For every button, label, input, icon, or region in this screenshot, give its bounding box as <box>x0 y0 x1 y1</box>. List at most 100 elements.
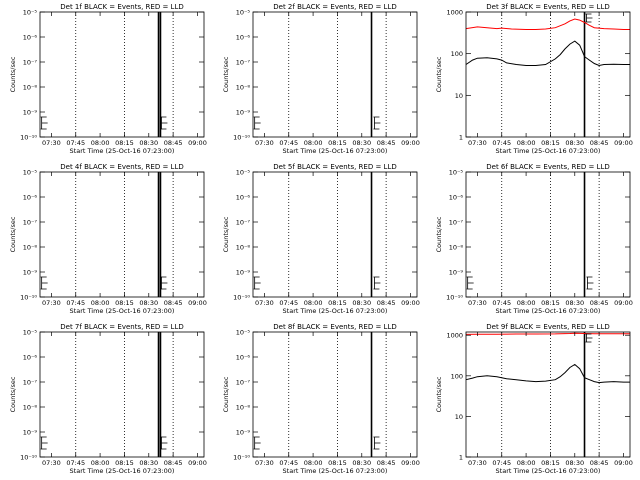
x-tick-label: 09:00 <box>401 459 420 467</box>
y-tick-label: 10 <box>455 413 463 421</box>
x-tick-label: 08:15 <box>328 459 347 467</box>
x-tick-label: 07:30 <box>42 459 61 467</box>
x-tick-label: 08:15 <box>328 299 347 307</box>
panel-svg: Det 4f BLACK = Events, RED = LLD 07:30 07:… <box>9 163 207 315</box>
y-tick-label: 10⁻⁷ <box>449 219 464 227</box>
x-tick-label: 08:00 <box>91 459 110 467</box>
x-axis-label: Start Time (25-Oct-16 07:23:00) <box>496 307 601 315</box>
x-tick-label: 08:45 <box>377 299 396 307</box>
x-axis-label: Start Time (25-Oct-16 07:23:00) <box>283 147 388 155</box>
x-tick-label: 09:00 <box>401 139 420 147</box>
y-tick-label: 10⁻⁵ <box>236 169 251 177</box>
x-tick-label: 08:30 <box>139 299 158 307</box>
x-tick-label: 09:00 <box>401 299 420 307</box>
x-tick-label: 08:30 <box>565 139 584 147</box>
error-bar-marker <box>585 13 593 23</box>
y-tick-label: 10⁻⁶ <box>236 354 251 362</box>
y-tick-label: 10⁻⁶ <box>236 34 251 42</box>
x-tick-label: 08:45 <box>164 299 183 307</box>
x-tick-label: 08:30 <box>565 459 584 467</box>
y-tick-label: 100 <box>451 372 463 380</box>
x-tick-label: 07:45 <box>279 299 298 307</box>
x-tick-label: 09:00 <box>614 139 633 147</box>
y-tick-label: 1000 <box>446 332 463 340</box>
x-tick-label: 09:00 <box>188 139 207 147</box>
error-bar-marker <box>253 436 261 450</box>
detector-panel: Det 8f BLACK = Events, RED = LLD 07:30 07:… <box>213 320 426 480</box>
y-tick-label: 1000 <box>446 9 463 17</box>
y-tick-label: 10⁻⁵ <box>236 329 251 337</box>
error-bar-marker <box>40 116 48 130</box>
x-tick-label: 07:45 <box>492 299 511 307</box>
y-tick-label: 10⁻⁹ <box>236 109 251 117</box>
plot-frame <box>39 331 205 458</box>
plot-frame <box>465 171 631 298</box>
y-tick-label: 10⁻⁷ <box>236 379 251 387</box>
y-axis-label: Counts/sec <box>222 216 230 252</box>
y-tick-label: 10⁻⁶ <box>449 194 464 202</box>
error-bar-marker <box>40 276 48 290</box>
y-tick-label: 10⁻⁸ <box>23 84 38 92</box>
y-tick-label: 10⁻¹⁰ <box>233 454 250 462</box>
y-axis-label: Counts/sec <box>222 56 230 92</box>
plot-frame <box>39 11 205 138</box>
x-tick-label: 08:45 <box>590 139 609 147</box>
panel-title: Det 4f BLACK = Events, RED = LLD <box>60 163 183 171</box>
panel-title: Det 3f BLACK = Events, RED = LLD <box>486 3 609 11</box>
error-bar-marker <box>253 276 261 290</box>
lld-series-line <box>465 332 630 335</box>
y-tick-label: 10⁻⁶ <box>23 354 38 362</box>
y-tick-label: 10⁻¹⁰ <box>446 294 463 302</box>
x-tick-label: 08:15 <box>115 139 134 147</box>
y-axis-label: Counts/sec <box>435 376 443 412</box>
x-tick-label: 08:00 <box>517 139 536 147</box>
x-tick-label: 08:00 <box>91 299 110 307</box>
x-axis-label: Start Time (25-Oct-16 07:23:00) <box>496 467 601 475</box>
x-tick-label: 07:45 <box>279 139 298 147</box>
y-tick-label: 10⁻⁹ <box>449 269 464 277</box>
x-tick-label: 07:30 <box>42 139 61 147</box>
y-tick-label: 10⁻⁹ <box>23 109 38 117</box>
x-tick-label: 09:00 <box>614 299 633 307</box>
plot-frame <box>252 331 418 458</box>
y-tick-label: 1 <box>459 134 463 142</box>
error-bar-marker <box>160 436 168 450</box>
x-tick-label: 07:45 <box>492 139 511 147</box>
x-tick-label: 08:30 <box>352 459 371 467</box>
y-tick-label: 10⁻⁸ <box>236 404 251 412</box>
y-tick-label: 10⁻⁵ <box>23 169 38 177</box>
y-tick-label: 10⁻¹⁰ <box>20 294 37 302</box>
y-axis-label: Counts/sec <box>435 216 443 252</box>
x-tick-label: 08:45 <box>377 459 396 467</box>
error-bar-marker <box>586 276 594 290</box>
x-tick-label: 09:00 <box>188 459 207 467</box>
detector-panel: Det 9f BLACK = Events, RED = LLD 07:30 07:… <box>426 320 639 480</box>
plot-frame <box>252 11 418 138</box>
plot-frame <box>465 331 631 458</box>
y-axis-label: Counts/sec <box>435 56 443 92</box>
x-tick-label: 07:30 <box>42 299 61 307</box>
x-tick-label: 09:00 <box>614 459 633 467</box>
detector-panel: Det 3f BLACK = Events, RED = LLD 07:30 07:… <box>426 0 639 160</box>
error-bar-marker <box>160 276 168 290</box>
x-tick-label: 07:30 <box>468 139 487 147</box>
x-tick-label: 07:30 <box>255 139 274 147</box>
x-tick-label: 07:45 <box>66 139 85 147</box>
panel-title: Det 8f BLACK = Events, RED = LLD <box>273 323 396 331</box>
y-tick-label: 10⁻⁵ <box>236 9 251 17</box>
x-tick-label: 08:00 <box>91 139 110 147</box>
x-axis-label: Start Time (25-Oct-16 07:23:00) <box>496 147 601 155</box>
x-tick-label: 08:00 <box>304 299 323 307</box>
y-tick-label: 10⁻¹⁰ <box>233 294 250 302</box>
panel-svg: Det 3f BLACK = Events, RED = LLD 07:30 07:… <box>435 3 633 155</box>
x-tick-label: 08:45 <box>377 139 396 147</box>
y-tick-label: 10 <box>455 92 463 100</box>
detector-panel: Det 1f BLACK = Events, RED = LLD 07:30 07:… <box>0 0 213 160</box>
x-tick-label: 08:45 <box>590 459 609 467</box>
detector-panel: Det 7f BLACK = Events, RED = LLD 07:30 07:… <box>0 320 213 480</box>
x-axis-label: Start Time (25-Oct-16 07:23:00) <box>283 307 388 315</box>
error-bar-marker <box>373 116 381 130</box>
panel-svg: Det 2f BLACK = Events, RED = LLD 07:30 07:… <box>222 3 420 155</box>
x-axis-label: Start Time (25-Oct-16 07:23:00) <box>283 467 388 475</box>
